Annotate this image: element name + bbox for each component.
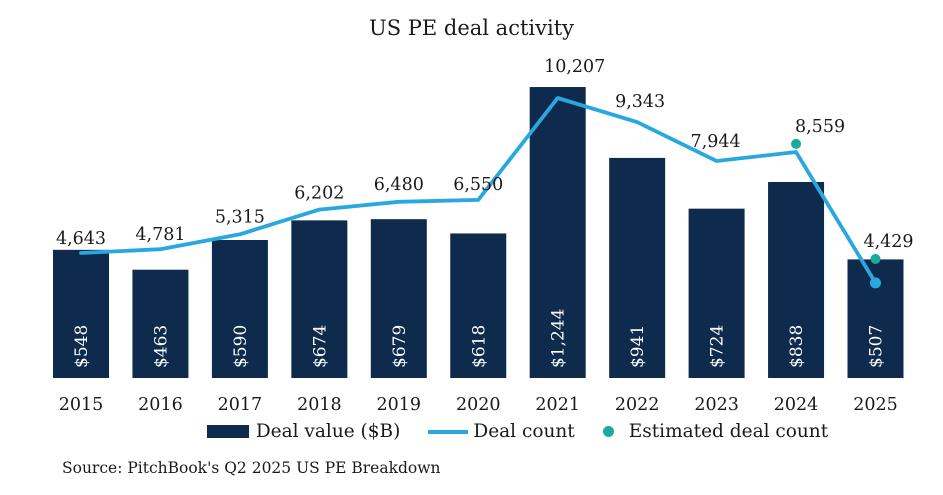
x-axis-label-2025: 2025: [853, 395, 898, 415]
x-axis-label-2015: 2015: [59, 395, 104, 415]
deal-count-label-2017: 5,315: [215, 207, 265, 227]
bar-2018: [291, 220, 348, 378]
deal-count-label-2021: 10,207: [544, 57, 605, 77]
legend-item-deal-count: Deal count: [428, 421, 575, 442]
bar-2022: [609, 157, 666, 378]
source-note: Source: PitchBook's Q2 2025 US PE Breakd…: [62, 459, 441, 477]
deal-count-label-2022: 9,343: [615, 92, 665, 112]
deal-count-line-end-dot: [870, 277, 881, 289]
chart-title: US PE deal activity: [369, 16, 574, 40]
deal-count-label-2023: 7,944: [691, 132, 741, 152]
estimated-deal-count-dot-2024: [791, 138, 802, 149]
estimated-deal-count-dot-icon: [602, 426, 614, 437]
legend-label-estimated: Estimated deal count: [628, 421, 829, 442]
legend-row: Deal value ($B) Deal count Estimated dea…: [206, 421, 829, 442]
legend-item-estimated: Estimated deal count: [602, 421, 829, 442]
deal-count-line-swatch-icon: [428, 429, 469, 434]
bar-2021: [529, 87, 586, 379]
bar-2020: [450, 233, 507, 378]
bar-value-label-2017: $590: [231, 325, 251, 368]
bar-2015: [53, 249, 109, 378]
legend-label-deal-value: Deal value ($B): [255, 421, 401, 442]
x-axis-label-2018: 2018: [297, 395, 342, 415]
deal-count-label-2015: 4,643: [56, 229, 106, 249]
deal-count-line: [79, 96, 878, 285]
bar-value-label-2024: $838: [787, 325, 807, 368]
deal-activity-chart: $548 2015 $463 2016 $590 2017 $674 2018 $679 2019…: [53, 57, 914, 415]
deal-value-swatch-icon: [206, 425, 249, 438]
bar-value-label-2018: $674: [310, 325, 330, 368]
x-axis-label-2021: 2021: [535, 395, 580, 415]
legend-label-deal-count: Deal count: [473, 421, 575, 442]
bar-value-label-2023: $724: [708, 325, 728, 368]
x-axis-label-2020: 2020: [456, 395, 501, 415]
bar-2024: [768, 181, 825, 378]
bar-value-label-2019: $679: [390, 325, 410, 368]
x-axis-label-2017: 2017: [218, 395, 263, 415]
bar-value-label-2016: $463: [151, 325, 171, 368]
x-axis-label-2016: 2016: [138, 395, 183, 415]
deal-count-label-2016: 4,781: [135, 225, 185, 245]
bar-value-label-2021: $1,244: [549, 309, 569, 368]
bar-value-label-2020: $618: [469, 325, 489, 368]
estimated-deal-count-label-2024: 8,559: [795, 117, 845, 137]
bar-2016: [132, 269, 189, 378]
bar-value-label-2015: $548: [72, 325, 92, 368]
legend: Deal value ($B) Deal count Estimated dea…: [0, 421, 943, 442]
deal-count-label-2020: 6,550: [453, 175, 503, 195]
estimated-deal-count-label-2025: 4,429: [863, 232, 913, 252]
bar-value-label-2022: $941: [628, 325, 648, 368]
bar-2017: [211, 239, 268, 378]
deal-count-label-2019: 6,480: [374, 175, 424, 195]
legend-item-deal-value: Deal value ($B): [206, 421, 401, 442]
bar-value-label-2025: $507: [867, 325, 887, 368]
deal-count-label-2018: 6,202: [294, 184, 344, 204]
estimated-deal-count-dot-2025: [870, 253, 881, 264]
x-axis-label-2024: 2024: [774, 395, 819, 415]
x-axis-label-2022: 2022: [615, 395, 660, 415]
x-axis-label-2019: 2019: [377, 395, 422, 415]
bar-2023: [688, 208, 745, 378]
bar-2019: [370, 219, 427, 378]
x-axis-label-2023: 2023: [694, 395, 739, 415]
